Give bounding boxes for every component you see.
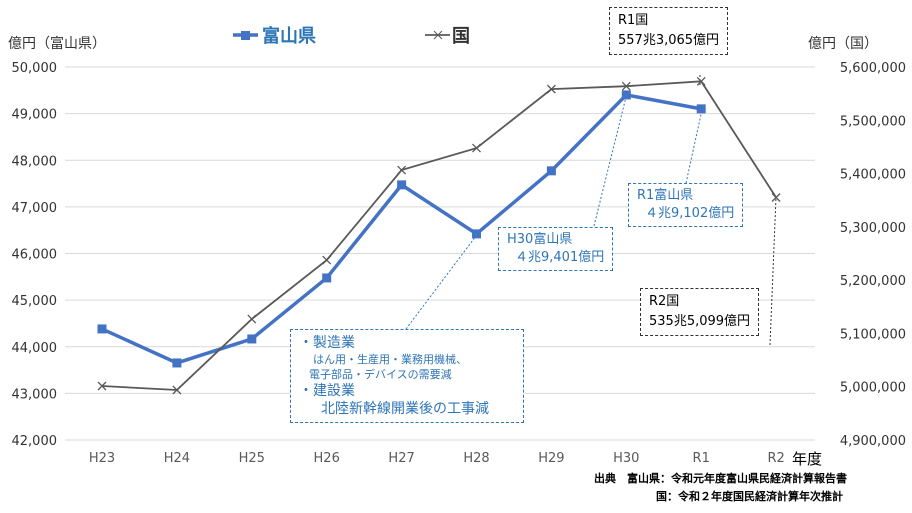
data-point [472,229,481,239]
x-tick-label: H27 [388,451,414,466]
annotation-value: ４兆9,401億円 [515,250,605,265]
data-point [696,104,706,114]
x-tick-label: H26 [314,451,340,466]
data-point [621,81,631,91]
y-left-tick-label: 45,000 [12,294,58,309]
data-point [397,165,407,175]
y-left-tick-label: 43,000 [12,387,58,402]
y-right-tick-label: 5,600,000 [840,61,906,76]
data-point [97,381,107,391]
data-point [322,255,332,265]
y-right-tick-label: 5,400,000 [840,168,906,183]
series-line-国 [101,80,777,391]
annotation-value: 557兆3,065億円 [618,33,720,48]
y-left-tick-label: 42,000 [12,434,58,449]
leader-line [685,109,703,184]
legend-label-national: 国 [452,26,470,47]
annotation-r2-national: R2国 535兆5,099億円 [640,288,760,336]
y-right-tick-label: 5,100,000 [840,327,906,342]
data-point [546,84,556,94]
data-point [696,76,706,86]
annotation-factors: ・製造業 はん用・生産用・業務用機械、 電子部品・デバイスの需要減 ・建設業 北… [290,329,524,423]
data-point [97,324,107,334]
data-point [172,358,182,368]
x-tick-label: R2 [767,451,784,466]
factor-manufacturing: ・製造業 [299,335,355,351]
source-line-2: 国：令和２年度国民経済計算年次推計 [656,490,843,503]
y-left-label: 億円（富山県） [8,35,106,52]
factor-detail: 電子部品・デバイスの需要減 [309,368,452,381]
annotation-value: 535兆5,099億円 [649,314,751,329]
factor-detail: 北陸新幹線開業後の工事減 [321,401,489,417]
x-tick-label: H29 [538,451,564,466]
y-right-tick-label: 5,200,000 [840,274,906,289]
y-right-tick-label: 5,500,000 [840,114,906,129]
legend-marker-toyama [241,31,250,40]
factor-detail: はん用・生産用・業務用機械、 [313,353,467,366]
annotation-title: R1富山県 [637,188,694,203]
annotation-h30-toyama: H30富山県 ４兆9,401億円 [498,227,614,271]
data-point [172,385,182,395]
y-left-tick-label: 47,000 [12,201,58,216]
data-point [247,314,257,324]
factor-construction: ・建設業 [299,383,355,399]
data-point [771,193,781,202]
annotation-value: ４兆9,102億円 [645,206,735,221]
y-right-tick-label: 5,000,000 [840,381,906,396]
data-point [247,334,257,344]
x-tick-label: H30 [613,451,639,466]
annotation-r1-national: R1国 557兆3,065億円 [609,7,729,55]
x-tick-label: H28 [463,451,489,466]
y-right-tick-label: 5,300,000 [840,221,906,236]
annotation-title: R2国 [649,294,680,309]
legend-marker-national [433,30,443,40]
data-point [322,273,332,283]
data-point [397,180,407,190]
annotation-title: R1国 [618,13,649,28]
y-left-tick-label: 46,000 [12,248,58,263]
y-left-tick-label: 49,000 [12,108,58,123]
x-tick-label: H23 [89,451,115,466]
leader-line [405,235,477,330]
y-left-tick-label: 44,000 [12,341,58,356]
data-point [621,90,631,100]
x-tick-label: H25 [239,451,265,466]
annotation-title: H30富山県 [507,232,573,247]
x-axis-label: 年度 [792,450,822,468]
source-line-1: 出典 富山県：令和元年度富山県民経済計算報告書 [594,472,847,485]
y-right-label: 億円（国） [808,36,878,52]
y-right-tick-label: 4,900,000 [840,434,906,449]
y-left-tick-label: 50,000 [12,61,58,76]
x-tick-label: R1 [693,451,710,466]
x-tick-label: H24 [164,451,190,466]
annotation-r1-toyama: R1富山県 ４兆9,102億円 [628,183,744,227]
data-point [546,166,556,176]
data-point [472,143,481,153]
y-left-tick-label: 48,000 [12,154,58,169]
leader-line [769,196,777,346]
legend-label-toyama: 富山県 [262,25,316,47]
